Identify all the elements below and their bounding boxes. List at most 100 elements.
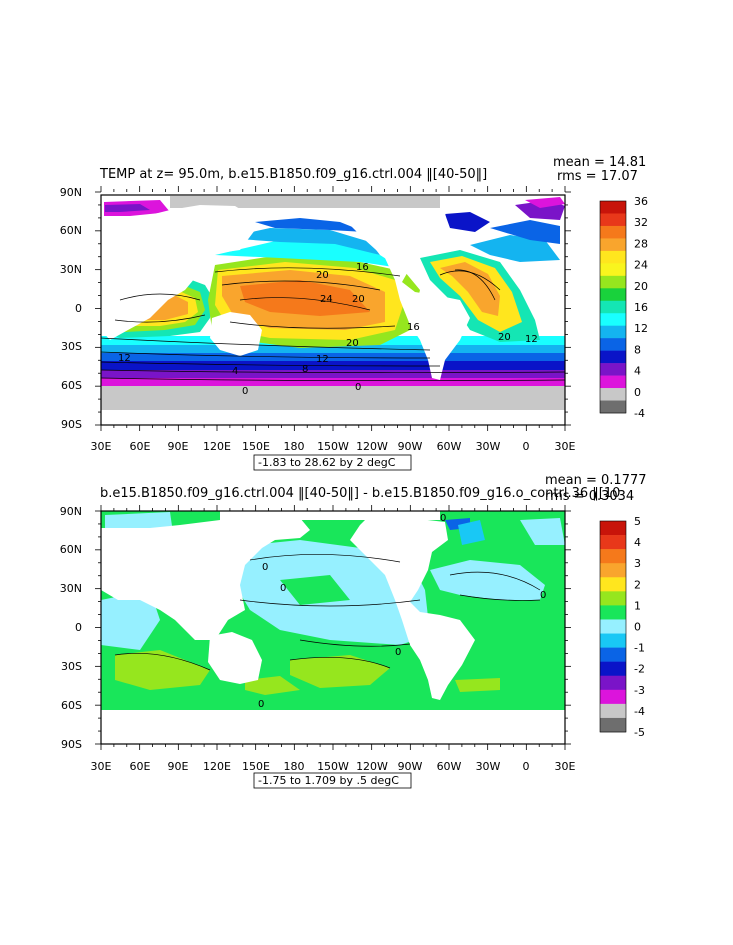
top-lon-axis: 30E 60E 90E 120E 150E 180 150W 120W 90W …	[91, 440, 576, 453]
bottom-colorbar: 5 4 3 2 1 0 -1 -2 -3 -4 -5	[599, 515, 645, 739]
top-contour-label: 20	[346, 338, 359, 349]
bottom-panel: b.e15.B1850.f09_g16.ctrl.004 ‖[40-50‖] -…	[100, 473, 647, 745]
bottom-lon-label: 60W	[437, 760, 462, 773]
top-lat-label: 30N	[60, 263, 82, 276]
bottom-lat-label: 30S	[61, 660, 82, 673]
top-contour-label: 20	[498, 332, 511, 343]
bottom-colorbar-swatch	[600, 661, 626, 677]
top-colorbar-label: 8	[634, 343, 641, 356]
top-land-antarctica	[101, 408, 565, 425]
top-colorbar-label: 24	[634, 259, 648, 272]
bottom-contour-label: 0	[440, 513, 446, 524]
top-lon-label: 150E	[242, 440, 270, 453]
bottom-lon-label: 150W	[317, 760, 349, 773]
top-colorbar-swatch	[600, 225, 626, 239]
top-panel: TEMP at z= 95.0m, b.e15.B1850.f09_g16.ct…	[99, 155, 646, 426]
top-band-purple	[101, 369, 565, 378]
top-contour-label: 24	[320, 294, 333, 305]
bottom-axis-ticks	[95, 505, 571, 750]
top-contour-label: 20	[352, 294, 365, 305]
bottom-colorbar-swatch	[600, 521, 626, 536]
bottom-lon-label: 30W	[476, 760, 501, 773]
top-land-africa	[101, 198, 255, 340]
top-lon-label: 60E	[130, 440, 151, 453]
top-colorbar-label: 28	[634, 237, 648, 250]
top-colorbar-swatch	[600, 201, 626, 214]
bottom-colorbar-label: -5	[634, 726, 645, 739]
bottom-lon-axis: 30E 60E 90E 120E 150E 180 150W 120W 90W …	[91, 760, 576, 773]
bottom-colorbar-label: -3	[634, 684, 645, 697]
top-contour-label: 12	[525, 334, 538, 345]
top-colorbar-swatch	[600, 238, 626, 252]
bottom-colorbar-label: 5	[634, 515, 641, 528]
top-band-blue	[101, 360, 565, 370]
top-colorbar-swatch	[600, 375, 626, 389]
bottom-lon-label: 30E	[555, 760, 576, 773]
bottom-contour-label: 0	[258, 699, 264, 710]
bottom-lat-label: 90N	[60, 505, 82, 518]
top-lon-label: 90W	[398, 440, 423, 453]
bottom-colorbar-label: 1	[634, 599, 641, 612]
bottom-colorbar-swatch	[600, 535, 626, 550]
bottom-colorbar-label: -2	[634, 663, 645, 676]
bottom-lon-label: 90E	[168, 760, 189, 773]
top-colorbar-frame	[599, 200, 627, 414]
bottom-lon-label: 120W	[356, 760, 388, 773]
top-colorbar-swatch	[600, 250, 626, 264]
top-land-americas	[350, 210, 470, 380]
top-lat-label: 90S	[61, 418, 82, 431]
top-lon-label: 120W	[356, 440, 388, 453]
top-contour-label: 16	[356, 262, 369, 273]
bottom-colorbar-swatch	[600, 605, 626, 620]
bottom-lat-label: 30N	[60, 582, 82, 595]
bottom-lon-label: 180	[284, 760, 305, 773]
bottom-title: b.e15.B1850.f09_g16.ctrl.004 ‖[40-50‖] -…	[100, 486, 620, 501]
bottom-colorbar-label: 3	[634, 557, 641, 570]
top-colorbar-swatch	[600, 363, 626, 376]
bottom-range-label: -1.75 to 1.709 by .5 degC	[258, 774, 399, 787]
bottom-colorbar-swatch	[600, 549, 626, 564]
bottom-colorbar-swatch	[600, 717, 626, 733]
top-lon-label: 30E	[91, 440, 112, 453]
bottom-contour-label: 0	[540, 590, 546, 601]
bottom-colorbar-swatch	[600, 675, 626, 691]
bottom-colorbar-swatch	[600, 647, 626, 662]
bottom-lat-label: 60N	[60, 543, 82, 556]
bottom-lon-label: 120E	[203, 760, 231, 773]
top-colorbar: 36 32 28 24 20 16 12 8 4 0 -4	[599, 195, 648, 420]
bottom-colorbar-label: 2	[634, 578, 641, 591]
bottom-colorbar-swatch	[600, 619, 626, 634]
bottom-contour-label: 0	[262, 562, 268, 573]
top-lon-label: 180	[284, 440, 305, 453]
bottom-colorbar-swatch	[600, 703, 626, 719]
top-lat-label: 60N	[60, 224, 82, 237]
bottom-range-box	[253, 772, 412, 789]
top-colorbar-swatch	[600, 313, 626, 327]
top-lon-label: 90E	[168, 440, 189, 453]
top-colorbar-swatch	[600, 300, 626, 314]
bottom-lat-label: 90S	[61, 738, 82, 751]
bottom-lat-label: 0	[75, 621, 82, 634]
top-rms: rms = 17.07	[557, 169, 638, 184]
bottom-contour-label: 0	[395, 647, 401, 658]
top-contour-label: 12	[118, 353, 131, 364]
bottom-colorbar-label: -1	[634, 642, 645, 655]
bottom-colorbar-label: -4	[634, 705, 645, 718]
bottom-colorbar-swatch	[600, 563, 626, 578]
bottom-lon-label: 30E	[91, 760, 112, 773]
top-contour-label: 0	[355, 382, 361, 393]
top-contour-label: 20	[316, 270, 329, 281]
bottom-mean: mean = 0.1777	[545, 473, 647, 488]
top-contour-label: 16	[407, 322, 420, 333]
top-map	[101, 195, 565, 425]
top-colorbar-label: -4	[634, 407, 645, 420]
top-band-blue2	[101, 352, 565, 361]
top-colorbar-label: 20	[634, 280, 648, 293]
bottom-contour-label: 0	[280, 583, 286, 594]
top-lon-label: 120E	[203, 440, 231, 453]
top-colorbar-label: 36	[634, 195, 648, 208]
top-band-lightblue	[101, 344, 565, 353]
bottom-lon-label: 90W	[398, 760, 423, 773]
top-colorbar-swatch	[600, 275, 626, 289]
